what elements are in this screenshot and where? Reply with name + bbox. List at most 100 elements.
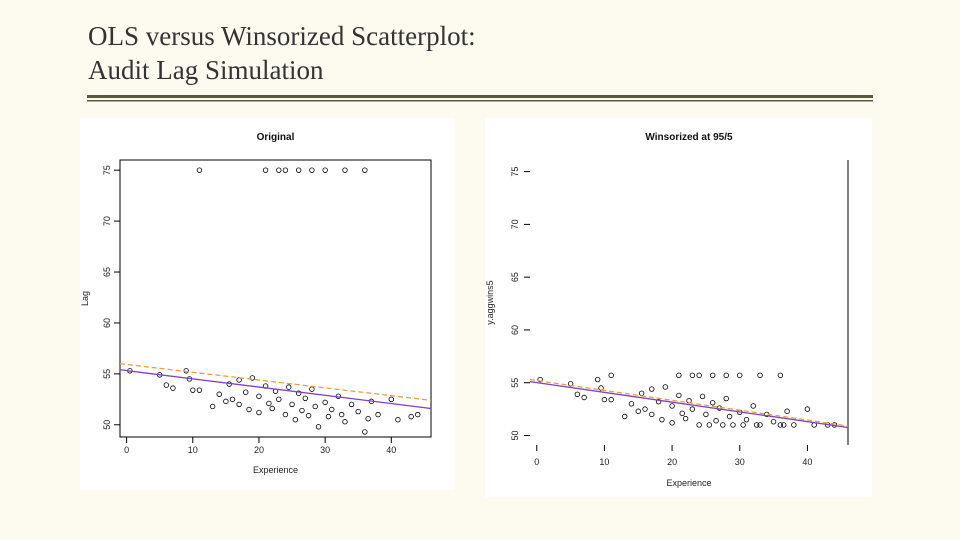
point xyxy=(726,413,733,420)
point xyxy=(594,376,601,383)
point xyxy=(395,416,401,423)
point xyxy=(362,429,368,435)
point xyxy=(649,386,655,392)
point xyxy=(338,411,345,418)
x-tick-label: 30 xyxy=(735,457,745,467)
point xyxy=(342,167,348,173)
point xyxy=(408,413,414,420)
point xyxy=(608,372,614,379)
point xyxy=(804,406,811,412)
point xyxy=(659,416,665,423)
point xyxy=(720,422,726,428)
point xyxy=(229,396,236,403)
chart-panel xyxy=(485,118,872,497)
point xyxy=(581,394,587,401)
point xyxy=(676,372,682,379)
point xyxy=(791,422,797,428)
point xyxy=(689,406,696,412)
point xyxy=(777,372,784,379)
point xyxy=(770,419,777,425)
x-tick-label: 20 xyxy=(667,457,677,467)
point xyxy=(292,416,299,423)
point xyxy=(236,401,242,408)
point xyxy=(682,415,689,422)
point xyxy=(669,403,675,409)
point xyxy=(295,167,302,173)
point xyxy=(266,400,272,407)
point xyxy=(246,406,252,413)
point xyxy=(362,167,368,173)
point xyxy=(740,422,746,428)
point xyxy=(723,372,729,379)
point xyxy=(299,407,305,414)
point xyxy=(598,385,604,391)
fit-line xyxy=(119,363,432,401)
chart-title: Original xyxy=(257,132,295,143)
rule xyxy=(87,100,873,102)
point xyxy=(236,377,242,383)
point xyxy=(196,167,203,173)
x-axis-label: Experience xyxy=(666,478,711,488)
point xyxy=(608,396,614,403)
point xyxy=(269,405,275,412)
point xyxy=(375,411,381,418)
point xyxy=(689,372,696,379)
point xyxy=(781,422,787,428)
point xyxy=(223,398,229,405)
point xyxy=(348,401,355,408)
point xyxy=(302,395,308,402)
point xyxy=(276,167,282,173)
point xyxy=(757,422,763,428)
y-tick-label: 60 xyxy=(102,318,112,328)
point xyxy=(282,167,289,173)
fit-line xyxy=(529,381,849,429)
point xyxy=(601,396,608,403)
y-tick-label: 55 xyxy=(510,378,520,388)
point xyxy=(743,416,750,423)
point xyxy=(262,167,269,173)
y-tick-label: 50 xyxy=(510,430,520,440)
point xyxy=(256,409,262,416)
point xyxy=(388,396,394,403)
point xyxy=(628,401,635,407)
point xyxy=(256,393,262,399)
point xyxy=(276,396,282,403)
y-axis-label: Lag xyxy=(80,291,90,306)
point xyxy=(322,167,328,173)
point xyxy=(325,413,332,420)
point xyxy=(669,420,675,426)
point xyxy=(249,375,256,381)
y-tick-label: 75 xyxy=(510,167,520,177)
point xyxy=(713,418,719,424)
point xyxy=(209,403,216,410)
point xyxy=(286,384,292,390)
point xyxy=(355,408,361,415)
point xyxy=(679,410,685,417)
y-tick-label: 75 xyxy=(102,165,112,175)
point xyxy=(706,422,712,428)
point xyxy=(757,372,763,379)
point xyxy=(753,422,760,428)
title-line: Audit Lag Simulation xyxy=(88,55,324,85)
point xyxy=(537,376,543,383)
point xyxy=(737,372,743,379)
point xyxy=(342,419,348,425)
point xyxy=(676,392,682,399)
point xyxy=(309,167,315,173)
point xyxy=(282,411,289,418)
fit-line xyxy=(119,369,432,410)
point xyxy=(723,395,729,402)
point xyxy=(574,391,581,398)
point xyxy=(163,382,170,388)
point xyxy=(709,400,716,406)
x-axis-label: Experience xyxy=(253,465,298,475)
x-tick-label: 30 xyxy=(320,445,330,455)
point xyxy=(289,401,295,408)
y-tick-label: 55 xyxy=(102,369,112,379)
y-tick-label: 65 xyxy=(102,267,112,277)
x-tick-label: 10 xyxy=(188,445,198,455)
point xyxy=(415,411,421,418)
point xyxy=(312,403,318,410)
point xyxy=(216,391,222,397)
